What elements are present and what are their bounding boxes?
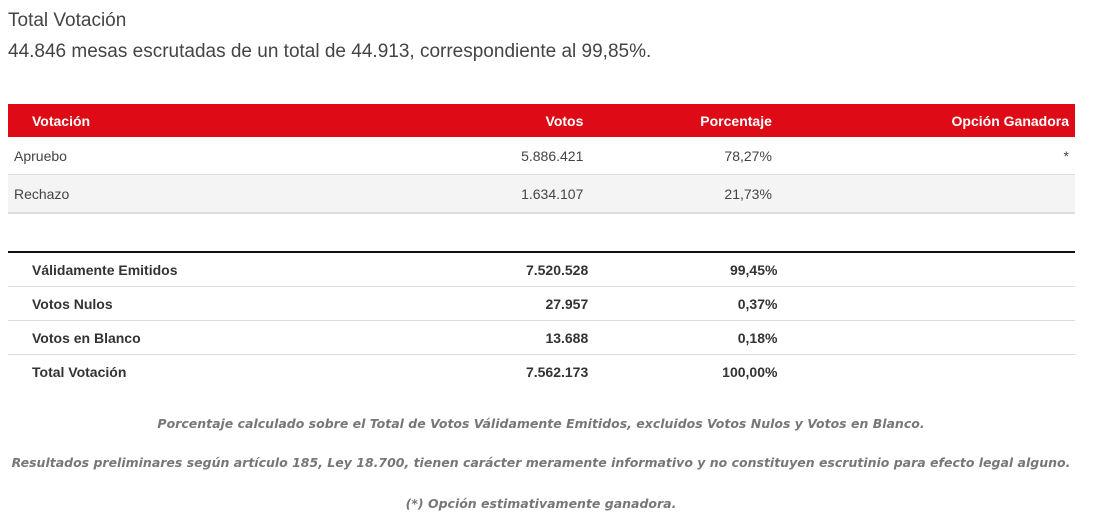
option-name: Rechazo [8,174,398,214]
winner-marker [771,174,1075,214]
summary-table: Válidamente Emitidos 7.520.528 99,45% Vo… [8,251,1075,388]
summary-label: Válidamente Emitidos [8,252,401,287]
table-row: Total Votación 7.562.173 100,00% [8,355,1075,389]
summary-label: Votos en Blanco [8,320,401,355]
page-title: Total Votación [8,10,127,31]
table-row: Válidamente Emitidos 7.520.528 99,45% [8,252,1075,287]
results-table: Votación Votos Porcentaje Opción Ganador… [8,104,1075,214]
summary-percent: 100,00% [722,363,778,380]
summary-votes: 7.520.528 [400,252,589,287]
results-table-header: Votación Votos Porcentaje Opción Ganador… [8,104,1075,137]
summary-votes: 7.562.173 [525,363,589,380]
table-row: Apruebo 5.886.421 78,27% * [8,137,1075,175]
table-row: Votos Nulos 27.957 0,37% [8,286,1075,321]
summary-percent: 0,18% [588,320,778,355]
summary-label: Total Votación [32,363,127,380]
winner-marker: * [771,137,1075,175]
summary-percent: 0,37% [588,286,778,321]
option-name: Apruebo [8,137,398,175]
column-header-votos: Votos [397,104,584,137]
column-header-opcion-ganadora: Opción Ganadora [771,104,1075,137]
option-votes: 1.634.107 [397,174,584,214]
page-subtitle: 44.846 mesas escrutadas de un total de 4… [8,41,652,62]
option-votes: 5.886.421 [397,137,584,175]
column-header-votacion: Votación [8,104,398,137]
table-row: Votos en Blanco 13.688 0,18% [8,320,1075,355]
summary-votes: 27.957 [400,286,589,321]
summary-votes: 13.688 [400,320,589,355]
footnote-percentage: Porcentaje calculado sobre el Total de V… [157,416,925,431]
option-percent: 78,27% [583,137,772,175]
column-header-porcentaje: Porcentaje [583,104,772,137]
option-percent: 21,73% [583,174,772,214]
summary-label: Votos Nulos [8,286,401,321]
footnote-winner: (*) Opción estimativamente ganadora. [405,496,677,511]
summary-percent: 99,45% [588,252,778,287]
footnote-legal: Resultados preliminares según artículo 1… [11,455,1071,470]
table-row: Rechazo 1.634.107 21,73% [8,174,1075,214]
